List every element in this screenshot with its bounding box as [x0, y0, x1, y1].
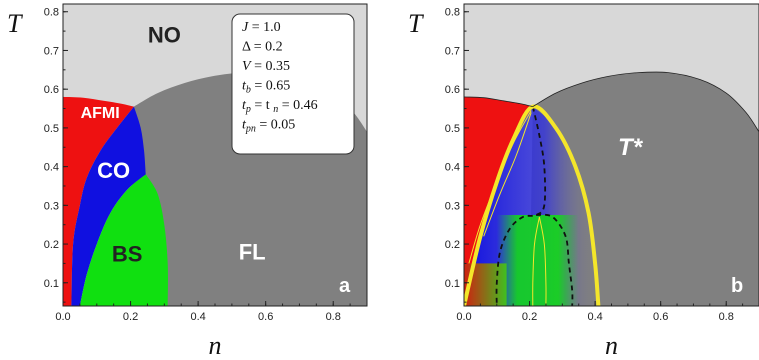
y-tick-label: 0.7 [445, 45, 460, 57]
y-axis-label: T [7, 9, 23, 38]
x-axis-label: n [605, 331, 618, 360]
param-tpn-part: = 0.05 [256, 118, 295, 133]
x-tick-label: 0.0 [456, 311, 471, 323]
x-tick-label: 0.8 [326, 311, 341, 323]
param-tp-tn-part: p [245, 104, 251, 115]
inner-curve [538, 216, 547, 306]
y-axis-label: T [408, 9, 424, 38]
param-v-part: = 0.35 [251, 59, 290, 74]
y-tick-label: 0.6 [44, 84, 59, 96]
y-tick-label: 0.3 [445, 200, 460, 212]
y-tick-label: 0.5 [445, 123, 460, 135]
param-tb: tb = 0.65 [242, 79, 290, 96]
param-tb-part: t [242, 79, 247, 94]
x-tick-label: 0.6 [258, 311, 273, 323]
param-tp-tn-part: n [273, 104, 278, 115]
param-j-part: = 1.0 [248, 20, 280, 35]
y-tick-label: 0.6 [445, 84, 460, 96]
param-tp-tn-part: t [242, 98, 247, 113]
y-tick-label: 0.3 [44, 200, 59, 212]
x-axis-label: n [209, 331, 222, 360]
region-green [496, 215, 579, 306]
x-tick-label: 0.4 [190, 311, 205, 323]
t-star-curve [464, 104, 601, 306]
panel-letter: a [339, 275, 351, 297]
x-tick-label: 0.2 [123, 311, 138, 323]
region-label-no: NO [148, 23, 181, 48]
x-tick-label: 0.8 [719, 311, 734, 323]
param-delta: Δ = 0.2 [242, 40, 283, 55]
dashed-curve [495, 106, 547, 306]
y-tick-label: 0.1 [44, 278, 59, 290]
param-tp-tn-part: = 0.46 [278, 98, 317, 113]
region-red [464, 96, 533, 306]
param-tpn: tpn = 0.05 [242, 118, 295, 135]
regions [464, 4, 759, 306]
x-tick-label: 0.6 [653, 311, 668, 323]
region-label-fl: FL [239, 240, 266, 265]
param-delta-part: Δ = 0.2 [242, 40, 283, 55]
y-tick-label: 0.2 [44, 239, 59, 251]
param-j: J = 1.0 [242, 20, 281, 35]
region-label-afmi: AFMI [81, 105, 120, 122]
y-tick-label: 0.8 [445, 7, 460, 19]
region-bs [79, 174, 168, 306]
region-afmi [63, 96, 134, 306]
param-tp-tn: tp = t n = 0.46 [242, 98, 318, 115]
parameter-box [231, 13, 355, 155]
region-label-co: CO [97, 158, 130, 183]
x-tick-label: 0.2 [522, 311, 537, 323]
y-tick-label: 0.4 [44, 162, 59, 174]
y-tick-label: 0.5 [44, 123, 59, 135]
region-co [71, 106, 146, 306]
region-label-bs: BS [112, 241, 143, 266]
t-star-label: T* [618, 134, 644, 161]
param-tpn-part: pn [245, 124, 256, 135]
y-tick-label: 0.1 [445, 278, 460, 290]
param-j-part: J [242, 20, 249, 35]
param-tb-part: b [246, 85, 251, 96]
x-tick-label: 0.4 [587, 311, 602, 323]
no-fl-boundary [532, 71, 759, 133]
panel-b: T* 0.0 0.2 0.4 0.6 0.8 0.1 0.2 0.3 0.4 0.5 0.6 0.7 0.… [408, 3, 759, 360]
inner-curve [532, 216, 540, 306]
panel-letter: b [731, 275, 743, 297]
param-tb-part: = 0.65 [251, 79, 290, 94]
afmi-boundary [464, 96, 533, 107]
y-tick-label: 0.2 [445, 239, 460, 251]
param-v-part: V [242, 59, 252, 74]
inner-curve [483, 112, 532, 237]
param-tp-tn-part: = t [251, 98, 273, 113]
x-tick-label: 0.0 [55, 311, 70, 323]
y-tick-label: 0.4 [445, 162, 460, 174]
param-tpn-part: t [242, 118, 247, 133]
y-tick-label: 0.7 [44, 45, 59, 57]
param-v: V = 0.35 [242, 59, 290, 74]
y-tick-label: 0.8 [44, 7, 59, 19]
